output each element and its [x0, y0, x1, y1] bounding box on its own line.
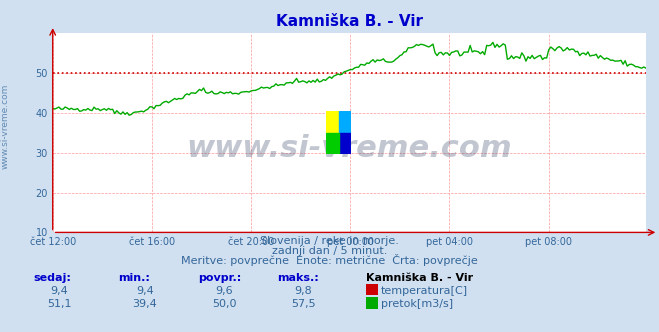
- Bar: [339, 111, 351, 133]
- Text: www.si-vreme.com: www.si-vreme.com: [1, 83, 10, 169]
- Text: Slovenija / reke in morje.: Slovenija / reke in morje.: [260, 236, 399, 246]
- Text: zadnji dan / 5 minut.: zadnji dan / 5 minut.: [272, 246, 387, 256]
- Text: 9,6: 9,6: [215, 286, 233, 296]
- Text: 51,1: 51,1: [47, 299, 72, 309]
- Text: 9,8: 9,8: [295, 286, 312, 296]
- Text: pretok[m3/s]: pretok[m3/s]: [381, 299, 453, 309]
- Text: 50,0: 50,0: [212, 299, 237, 309]
- Text: 39,4: 39,4: [132, 299, 158, 309]
- Text: povpr.:: povpr.:: [198, 273, 241, 283]
- Text: temperatura[C]: temperatura[C]: [381, 286, 468, 296]
- Text: Kamniška B. - Vir: Kamniška B. - Vir: [366, 273, 473, 283]
- Text: sedaj:: sedaj:: [33, 273, 71, 283]
- Bar: [326, 133, 339, 154]
- Bar: [326, 111, 339, 133]
- Text: 57,5: 57,5: [291, 299, 316, 309]
- Title: Kamniška B. - Vir: Kamniška B. - Vir: [275, 14, 423, 29]
- Text: www.si-vreme.com: www.si-vreme.com: [186, 134, 512, 163]
- Text: Meritve: povprečne  Enote: metrične  Črta: povprečje: Meritve: povprečne Enote: metrične Črta:…: [181, 254, 478, 266]
- Text: maks.:: maks.:: [277, 273, 318, 283]
- Text: 9,4: 9,4: [136, 286, 154, 296]
- Text: min.:: min.:: [119, 273, 150, 283]
- Bar: [339, 133, 351, 154]
- Text: 9,4: 9,4: [51, 286, 68, 296]
